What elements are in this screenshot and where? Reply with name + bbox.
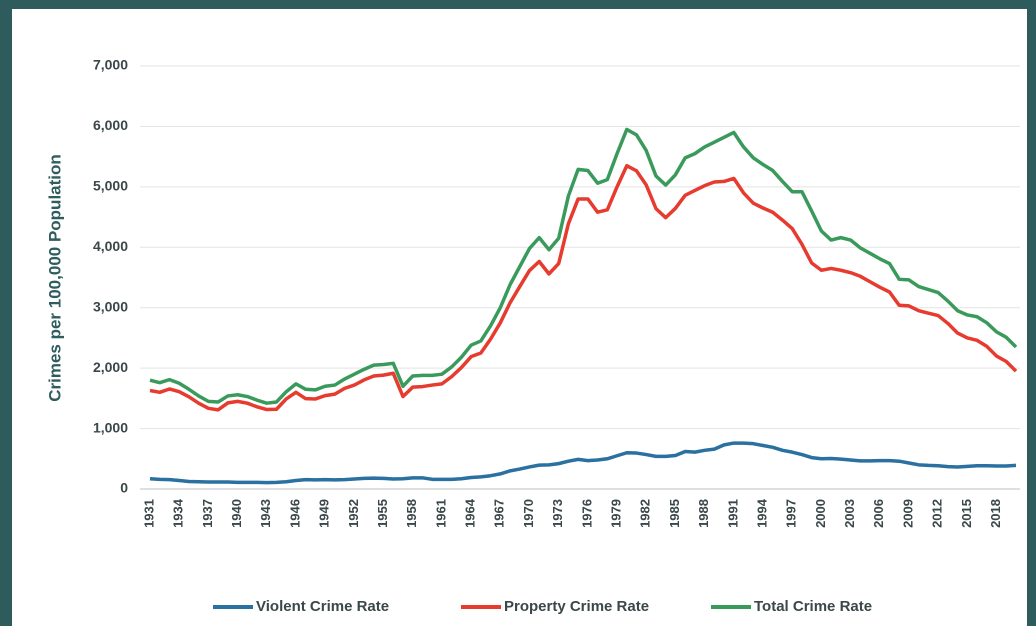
x-tick-label: 2000 [813,499,828,528]
series-line [149,441,1017,485]
x-tick-label: 1952 [346,499,361,528]
y-tick-label: 6,000 [93,117,128,133]
legend-label: Violent Crime Rate [256,598,389,615]
x-tick-label: 1970 [521,499,536,528]
x-tick-label: 1955 [375,499,390,528]
x-tick-label: 2012 [930,499,945,528]
series-line [149,127,1018,405]
y-tick-label: 5,000 [93,178,128,194]
x-tick-label: 1985 [667,499,682,528]
x-tick-label: 1976 [579,499,594,528]
x-tick-label: 1943 [258,499,273,528]
x-tick-label: 1979 [608,499,623,528]
x-tick-label: 1997 [784,499,799,528]
y-tick-label: 0 [120,480,128,496]
legend-label: Property Crime Rate [504,598,649,615]
y-tick-label: 7,000 [93,57,128,73]
x-tick-label: 1958 [404,499,419,528]
x-tick-label: 1961 [433,499,448,528]
frame-left [0,0,12,626]
x-tick-label: 1940 [229,499,244,528]
x-tick-label: 1946 [287,499,302,528]
frame-right [1027,0,1036,626]
x-tick-label: 1949 [317,499,332,528]
y-tick-label: 1,000 [93,419,128,435]
y-axis-title: Crimes per 100,000 Population [45,154,64,402]
y-tick-label: 4,000 [93,238,128,254]
y-tick-label: 3,000 [93,298,128,314]
x-tick-label: 1982 [638,499,653,528]
x-tick-label: 1994 [754,498,769,528]
x-tick-label: 1931 [141,499,156,528]
y-tick-label: 2,000 [93,359,128,375]
frame-top [0,0,1036,9]
legend-label: Total Crime Rate [754,598,872,615]
x-tick-label: 1937 [200,499,215,528]
x-tick-label: 1988 [696,499,711,528]
x-tick-label: 1991 [725,499,740,528]
x-tick-label: 1967 [492,499,507,528]
x-tick-label: 2009 [900,499,915,528]
x-tick-label: 2006 [871,499,886,528]
x-tick-label: 1934 [171,498,186,528]
x-tick-label: 1964 [463,498,478,528]
x-tick-label: 2015 [959,499,974,528]
x-tick-label: 2018 [988,499,1003,528]
x-tick-label: 2003 [842,499,857,528]
series-line [149,163,1018,412]
x-tick-label: 1973 [550,499,565,528]
